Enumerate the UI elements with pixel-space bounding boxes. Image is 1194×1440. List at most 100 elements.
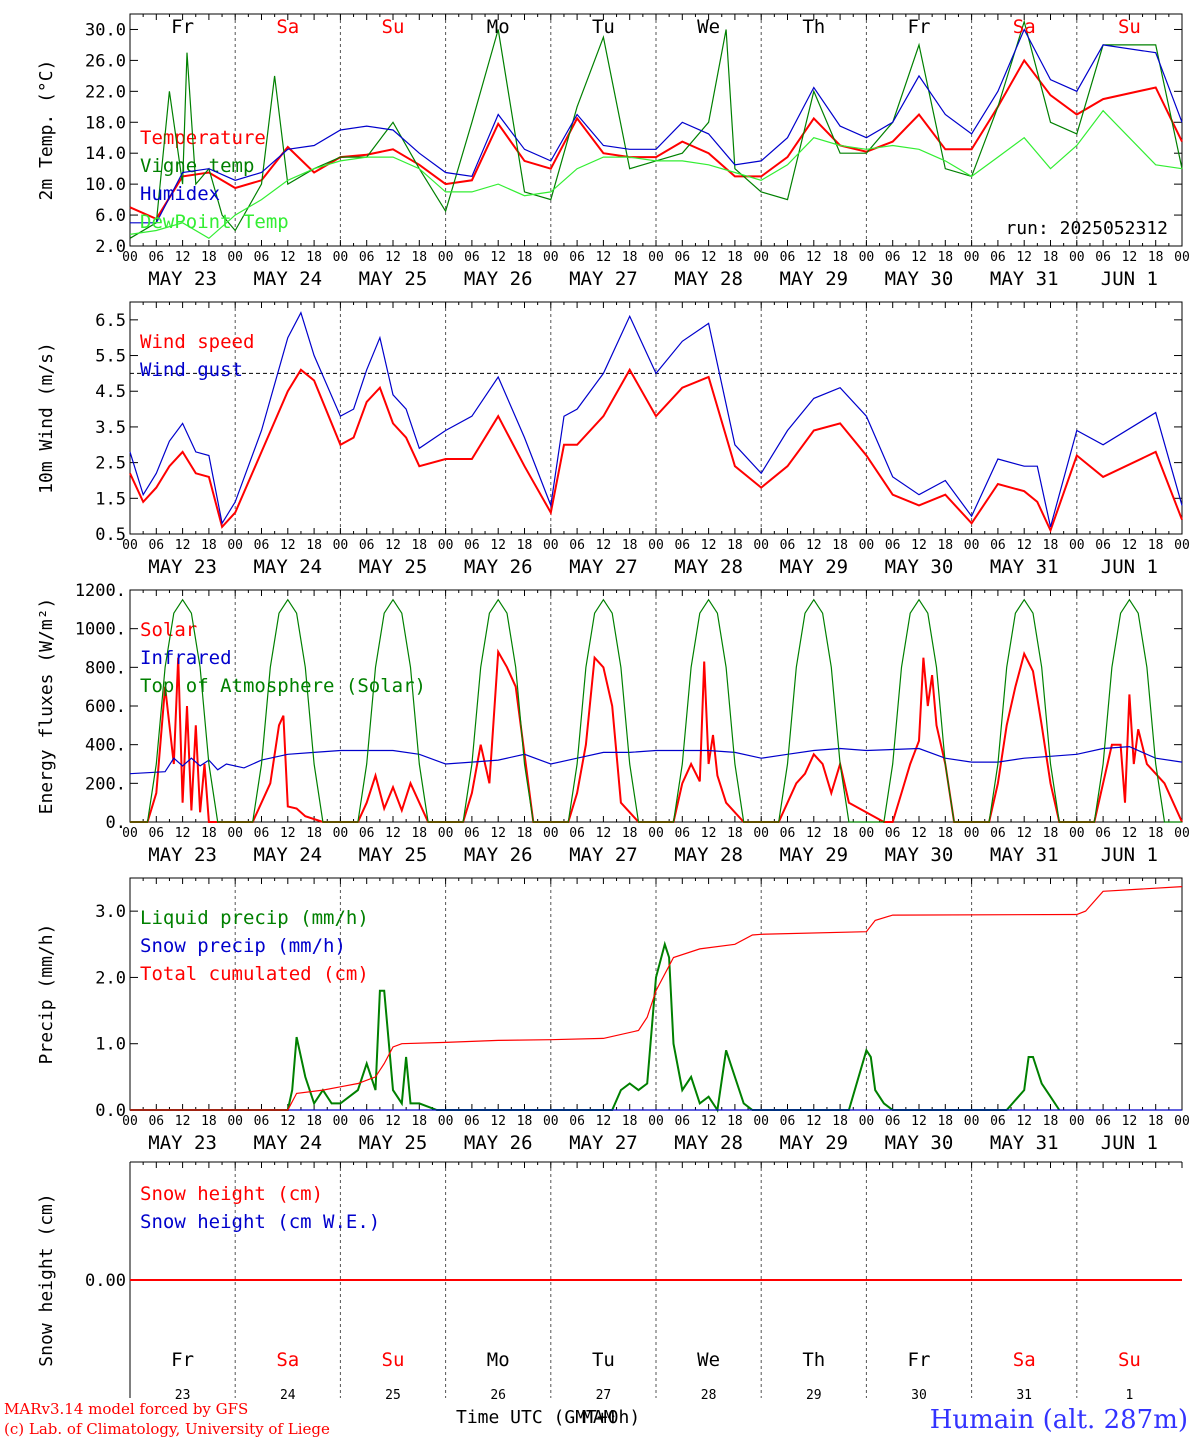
panel-5: 0.00 Snow height (cm) Snow height (cm) Snow… — [36, 1161, 1183, 1403]
y-tick-label: 5.5 — [95, 347, 126, 367]
x-hour-label: 06 — [780, 1114, 796, 1129]
x-hour-label: 06 — [464, 538, 480, 553]
series-line-1 — [129, 367, 1183, 534]
y-tick-label: 800. — [85, 658, 126, 678]
x-date-label: MAY 31 — [990, 268, 1059, 290]
x-hour-label: 00 — [648, 1114, 664, 1129]
x-hour-label: 18 — [1148, 250, 1164, 265]
x-hour-label: 18 — [306, 538, 322, 553]
x-hour-label: 12 — [490, 538, 506, 553]
x-date-label: MAY 27 — [569, 844, 638, 866]
x-hour-label: 00 — [122, 1114, 138, 1129]
x-hour-label: 06 — [359, 826, 375, 841]
x-hour-label: 06 — [464, 826, 480, 841]
y-axis-label: Energy fluxes (W/m²) — [36, 598, 57, 815]
weekday-label: Su — [1118, 1349, 1141, 1371]
x-date-label: MAY 27 — [569, 268, 638, 290]
x-hour-label: 00 — [438, 826, 454, 841]
x-hour-label: 18 — [937, 250, 953, 265]
x-hour-label: 00 — [227, 538, 243, 553]
x-hour-label: 06 — [254, 538, 270, 553]
x-hour-label: 00 — [1069, 1114, 1085, 1129]
x-date-label: MAY 23 — [148, 556, 217, 578]
x-hour-label: 06 — [885, 826, 901, 841]
x-hour-label: 12 — [280, 250, 296, 265]
x-hour-label: 00 — [438, 250, 454, 265]
x-date-label: MAY 25 — [359, 268, 428, 290]
x-hour-label: 06 — [674, 826, 690, 841]
x-axis-title-overlap: MAM — [582, 1407, 615, 1428]
weekday-label: Su — [382, 1349, 405, 1371]
x-hour-label: 12 — [1122, 826, 1138, 841]
x-hour-label: 18 — [832, 538, 848, 553]
run-annotation: run: 2025052312 — [1005, 218, 1168, 239]
day-number-label: 28 — [701, 1388, 717, 1403]
x-hour-label: 12 — [911, 826, 927, 841]
x-hour-label: 18 — [1043, 1114, 1059, 1129]
x-date-label: MAY 26 — [464, 1132, 533, 1154]
x-hour-label: 00 — [438, 1114, 454, 1129]
x-hour-label: 06 — [1095, 826, 1111, 841]
x-hour-label: 00 — [333, 826, 349, 841]
series-line-2 — [129, 311, 1183, 528]
x-date-label: MAY 30 — [885, 556, 954, 578]
x-hour-label: 12 — [596, 826, 612, 841]
x-date-label: MAY 27 — [569, 556, 638, 578]
x-hour-label: 06 — [359, 1114, 375, 1129]
day-number-label: 25 — [385, 1388, 401, 1403]
x-hour-label: 00 — [227, 250, 243, 265]
legend-entry: Snow height (cm W.E.) — [140, 1211, 380, 1233]
x-date-label: MAY 26 — [464, 268, 533, 290]
x-hour-label: 12 — [385, 1114, 401, 1129]
x-hour-label: 00 — [122, 538, 138, 553]
x-hour-label: 00 — [859, 826, 875, 841]
y-axis-label: 10m Wind (m/s) — [36, 342, 57, 494]
x-hour-label: 00 — [753, 1114, 769, 1129]
x-axis-title: Time UTC (GMT+0h) — [456, 1407, 640, 1428]
x-hour-label: 12 — [806, 538, 822, 553]
weekday-label: Sa — [1013, 1349, 1036, 1371]
legend-entry: DewPoint Temp — [140, 211, 289, 233]
y-tick-label: 2.0 — [95, 968, 126, 988]
x-hour-label: 12 — [1016, 1114, 1032, 1129]
x-hour-label: 06 — [254, 1114, 270, 1129]
legend-entry: Wind speed — [140, 331, 254, 353]
x-hour-label: 06 — [569, 1114, 585, 1129]
x-hour-label: 00 — [333, 538, 349, 553]
x-hour-label: 12 — [1122, 538, 1138, 553]
y-tick-label: 6.0 — [95, 206, 126, 226]
x-hour-label: 18 — [201, 826, 217, 841]
y-tick-label: 3.0 — [95, 902, 126, 922]
x-date-label: MAY 30 — [885, 268, 954, 290]
weekday-label: Mo — [487, 16, 510, 38]
day-number-label: 1 — [1125, 1388, 1133, 1403]
x-hour-label: 18 — [622, 250, 638, 265]
x-hour-label: 06 — [359, 538, 375, 553]
x-hour-label: 06 — [780, 538, 796, 553]
x-hour-label: 06 — [464, 1114, 480, 1129]
x-hour-label: 12 — [806, 250, 822, 265]
x-hour-label: 18 — [201, 1114, 217, 1129]
x-hour-label: 12 — [175, 538, 191, 553]
y-tick-label: 30.0 — [85, 20, 126, 40]
weekday-label: Sa — [276, 1349, 299, 1371]
y-axis-label: Precip (mm/h) — [36, 924, 57, 1065]
x-hour-label: 18 — [201, 538, 217, 553]
x-hour-label: 18 — [1043, 538, 1059, 553]
x-date-label: MAY 28 — [674, 844, 743, 866]
x-hour-label: 00 — [1174, 826, 1190, 841]
x-hour-label: 18 — [622, 1114, 638, 1129]
station-label: Humain (alt. 287m) — [930, 1405, 1188, 1435]
x-hour-label: 06 — [885, 1114, 901, 1129]
x-hour-label: 18 — [517, 250, 533, 265]
weekday-label: Sa — [276, 16, 299, 38]
x-hour-label: 06 — [885, 538, 901, 553]
x-hour-label: 00 — [1174, 1114, 1190, 1129]
y-tick-label: 6.5 — [95, 311, 126, 331]
x-hour-label: 12 — [1122, 1114, 1138, 1129]
weekday-label: Su — [382, 16, 405, 38]
series-line-1 — [130, 940, 1061, 1113]
x-hour-label: 18 — [937, 538, 953, 553]
x-date-label: MAY 27 — [569, 1132, 638, 1154]
